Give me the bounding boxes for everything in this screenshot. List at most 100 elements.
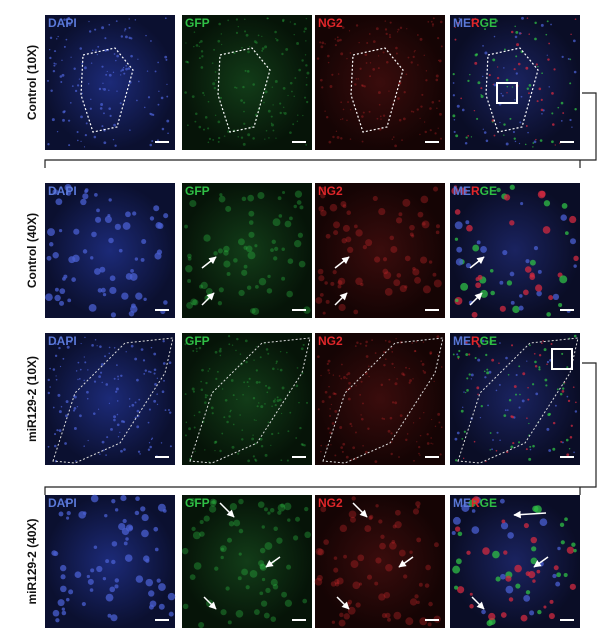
cell xyxy=(59,75,63,78)
cell xyxy=(217,140,220,143)
cell xyxy=(95,216,102,223)
cell xyxy=(116,387,119,391)
cell xyxy=(571,542,576,547)
cell xyxy=(45,293,53,302)
cell xyxy=(456,353,459,356)
cell xyxy=(437,127,439,129)
cell xyxy=(233,519,241,527)
cell xyxy=(523,522,529,529)
cell xyxy=(498,362,500,364)
cell xyxy=(541,112,543,115)
cell xyxy=(149,371,152,373)
cell xyxy=(543,605,547,609)
cell xyxy=(254,442,257,445)
cell xyxy=(490,290,495,296)
cell xyxy=(336,135,340,139)
cell xyxy=(119,431,121,433)
cell xyxy=(110,614,118,622)
cell xyxy=(350,425,353,427)
cell xyxy=(342,204,347,209)
cell xyxy=(123,541,128,546)
cell xyxy=(231,445,235,449)
cell xyxy=(325,233,331,239)
cell xyxy=(374,256,381,263)
cell xyxy=(399,26,403,30)
cell xyxy=(264,45,268,49)
cell xyxy=(369,75,372,78)
cell xyxy=(106,70,108,73)
cell xyxy=(539,518,548,527)
cell xyxy=(420,195,429,204)
cell xyxy=(528,422,530,425)
row-label: Control (10X) xyxy=(25,45,39,120)
cell xyxy=(244,69,247,72)
cell xyxy=(329,408,331,410)
cell xyxy=(391,138,394,141)
cell xyxy=(434,425,437,428)
cell xyxy=(324,110,326,112)
cell xyxy=(539,190,546,198)
cell xyxy=(412,422,415,424)
cell xyxy=(55,618,60,623)
cell xyxy=(510,300,515,305)
cell xyxy=(243,245,248,250)
cell xyxy=(287,94,289,97)
cell xyxy=(422,285,431,294)
cell xyxy=(540,23,544,27)
channel-label: MERGE xyxy=(453,184,497,198)
cell xyxy=(198,410,201,414)
cell xyxy=(272,399,276,403)
cell xyxy=(184,343,187,346)
cell xyxy=(55,63,57,65)
cell xyxy=(498,383,501,386)
cell xyxy=(76,131,79,134)
cell xyxy=(396,31,399,33)
region-outline xyxy=(217,47,271,133)
cell xyxy=(385,612,391,619)
cell xyxy=(153,352,157,356)
cell xyxy=(546,360,550,364)
cell xyxy=(553,68,556,71)
cell xyxy=(57,35,59,38)
cell xyxy=(503,134,505,136)
merge-part: GE xyxy=(480,334,497,348)
cell xyxy=(530,557,538,565)
cell xyxy=(83,379,86,382)
cell xyxy=(165,58,168,61)
cell xyxy=(74,460,77,462)
cell xyxy=(354,457,357,460)
cell xyxy=(339,426,343,430)
cell xyxy=(108,237,114,244)
cell xyxy=(270,578,278,586)
cell xyxy=(566,546,575,554)
cell xyxy=(461,503,470,512)
cell xyxy=(91,344,94,347)
cell xyxy=(560,214,567,221)
cell xyxy=(404,285,408,289)
cell xyxy=(476,240,481,245)
cell xyxy=(72,409,76,412)
cell xyxy=(87,83,90,85)
cell xyxy=(265,348,269,351)
cell xyxy=(467,79,470,83)
cell xyxy=(303,306,311,314)
cell xyxy=(505,356,508,360)
cell xyxy=(286,459,289,462)
cell xyxy=(161,390,165,394)
cell xyxy=(507,532,514,539)
region-outline xyxy=(322,337,444,464)
cell xyxy=(212,499,218,505)
cell xyxy=(113,53,116,55)
cell xyxy=(321,86,324,89)
cell xyxy=(87,439,89,442)
cell xyxy=(321,186,325,191)
cell xyxy=(283,106,285,109)
cell xyxy=(149,600,157,608)
cell xyxy=(388,90,390,92)
cell xyxy=(199,284,204,289)
cell xyxy=(248,210,255,217)
cell xyxy=(260,600,268,607)
cell xyxy=(340,201,347,207)
cell xyxy=(91,231,97,238)
cell xyxy=(345,236,352,243)
